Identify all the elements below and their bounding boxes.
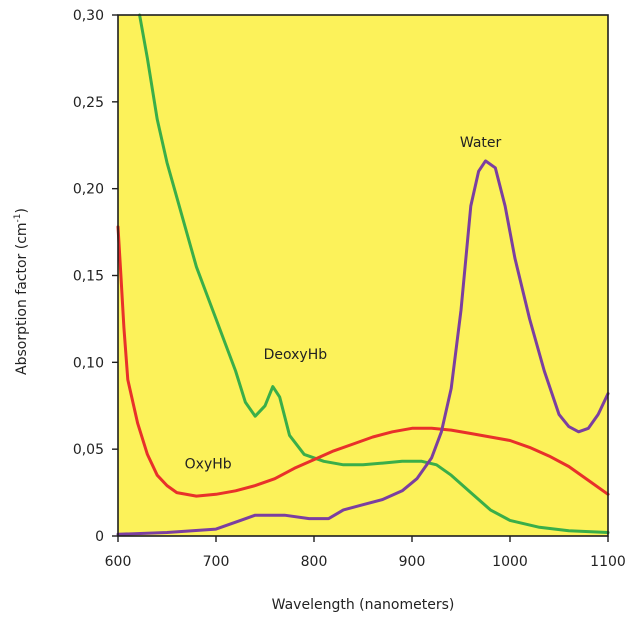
y-tick-label: 0,25 [73, 95, 104, 111]
series-label-deoxyhb: DeoxyHb [264, 347, 328, 363]
series-label-water: Water [460, 135, 502, 151]
x-tick-label: 600 [105, 554, 132, 570]
y-tick-label: 0,30 [73, 8, 104, 24]
series-label-oxyhb: OxyHb [185, 456, 232, 472]
y-axis-title-end: ) [14, 208, 30, 213]
y-tick-label: 0,10 [73, 355, 104, 371]
x-tick-label: 900 [399, 554, 426, 570]
y-axis-title: Absorption factor (cm-1) [13, 208, 30, 375]
x-tick-label: 700 [203, 554, 230, 570]
y-tick-label: 0,05 [73, 442, 104, 458]
x-axis-title: Wavelength (nanometers) [272, 597, 455, 613]
y-axis-title-superscript: -1 [13, 213, 23, 222]
y-axis-title-main: Absorption factor (cm [14, 222, 30, 375]
y-tick-label: 0,15 [73, 269, 104, 285]
x-tick-label: 800 [301, 554, 328, 570]
y-tick-label: 0,20 [73, 182, 104, 198]
y-tick-label: 0 [95, 529, 104, 545]
x-tick-label: 1100 [590, 554, 626, 570]
x-tick-label: 1000 [492, 554, 528, 570]
